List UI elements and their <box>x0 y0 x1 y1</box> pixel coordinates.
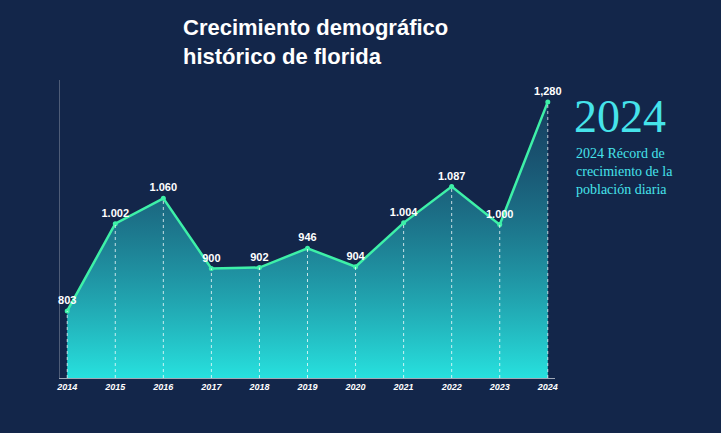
svg-text:2022: 2022 <box>441 382 462 392</box>
svg-text:2014: 2014 <box>56 382 77 392</box>
svg-text:902: 902 <box>250 251 268 263</box>
svg-text:1.004: 1.004 <box>390 206 418 218</box>
svg-text:2024 Récord decrecimiento de l: 2024 Récord decrecimiento de lapoblación… <box>576 146 673 197</box>
svg-text:2024: 2024 <box>537 382 558 392</box>
svg-text:2021: 2021 <box>393 382 414 392</box>
svg-text:1.060: 1.060 <box>150 181 178 193</box>
svg-text:Crecimiento demográficohistóri: Crecimiento demográficohistórico de flor… <box>183 15 448 69</box>
svg-text:2019: 2019 <box>296 382 317 392</box>
svg-text:1,280: 1,280 <box>534 85 562 97</box>
svg-text:1.087: 1.087 <box>438 170 466 182</box>
svg-text:2018: 2018 <box>248 382 269 392</box>
svg-text:2015: 2015 <box>104 382 126 392</box>
svg-text:946: 946 <box>298 231 316 243</box>
svg-text:2016: 2016 <box>152 382 174 392</box>
svg-text:904: 904 <box>346 250 365 262</box>
svg-text:1.000: 1.000 <box>486 208 514 220</box>
svg-text:803: 803 <box>58 294 76 306</box>
svg-text:2020: 2020 <box>345 382 366 392</box>
svg-text:900: 900 <box>202 252 220 264</box>
svg-text:1.002: 1.002 <box>102 207 130 219</box>
svg-text:2024: 2024 <box>574 91 666 142</box>
svg-text:2023: 2023 <box>489 382 510 392</box>
svg-text:2017: 2017 <box>200 382 222 392</box>
